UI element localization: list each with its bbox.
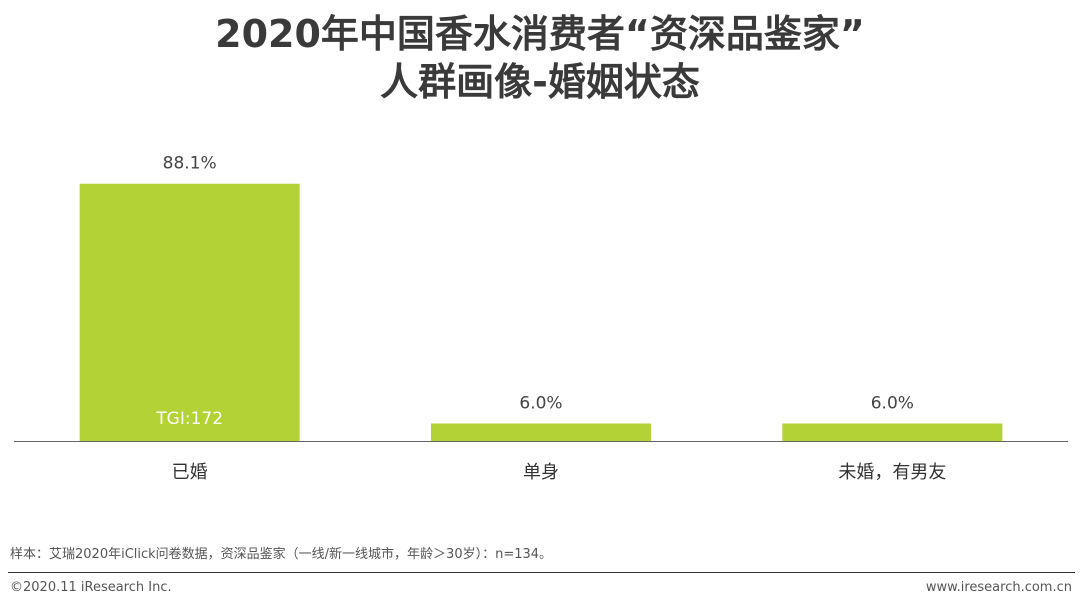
bar xyxy=(431,423,651,441)
sample-footnote: 样本：艾瑞2020年iClick问卷数据，资深品鉴家（一线/新一线城市，年龄＞3… xyxy=(10,547,553,562)
x-tick-label: 单身 xyxy=(523,462,559,483)
chart-title-line-2: 人群画像-婚姻状态 xyxy=(380,60,700,104)
x-tick-label: 未婚，有男友 xyxy=(838,462,946,483)
bar xyxy=(79,183,300,442)
chart-title: 2020年中国香水消费者“资深品鉴家” 人群画像-婚姻状态 xyxy=(0,10,1080,106)
tgi-annotation: TGI:172 xyxy=(155,409,223,429)
data-label: 6.0% xyxy=(519,393,562,413)
chart-title-line-1: 2020年中国香水消费者“资深品鉴家” xyxy=(215,12,865,56)
copyright-text: ©2020.11 iResearch Inc. xyxy=(10,580,172,595)
website-link[interactable]: www.iresearch.com.cn xyxy=(925,580,1072,595)
x-tick-label: 已婚 xyxy=(172,462,208,483)
data-label: 6.0% xyxy=(871,393,914,413)
data-label: 88.1% xyxy=(163,154,217,174)
footer-divider xyxy=(8,572,1075,573)
bar xyxy=(782,423,1003,441)
